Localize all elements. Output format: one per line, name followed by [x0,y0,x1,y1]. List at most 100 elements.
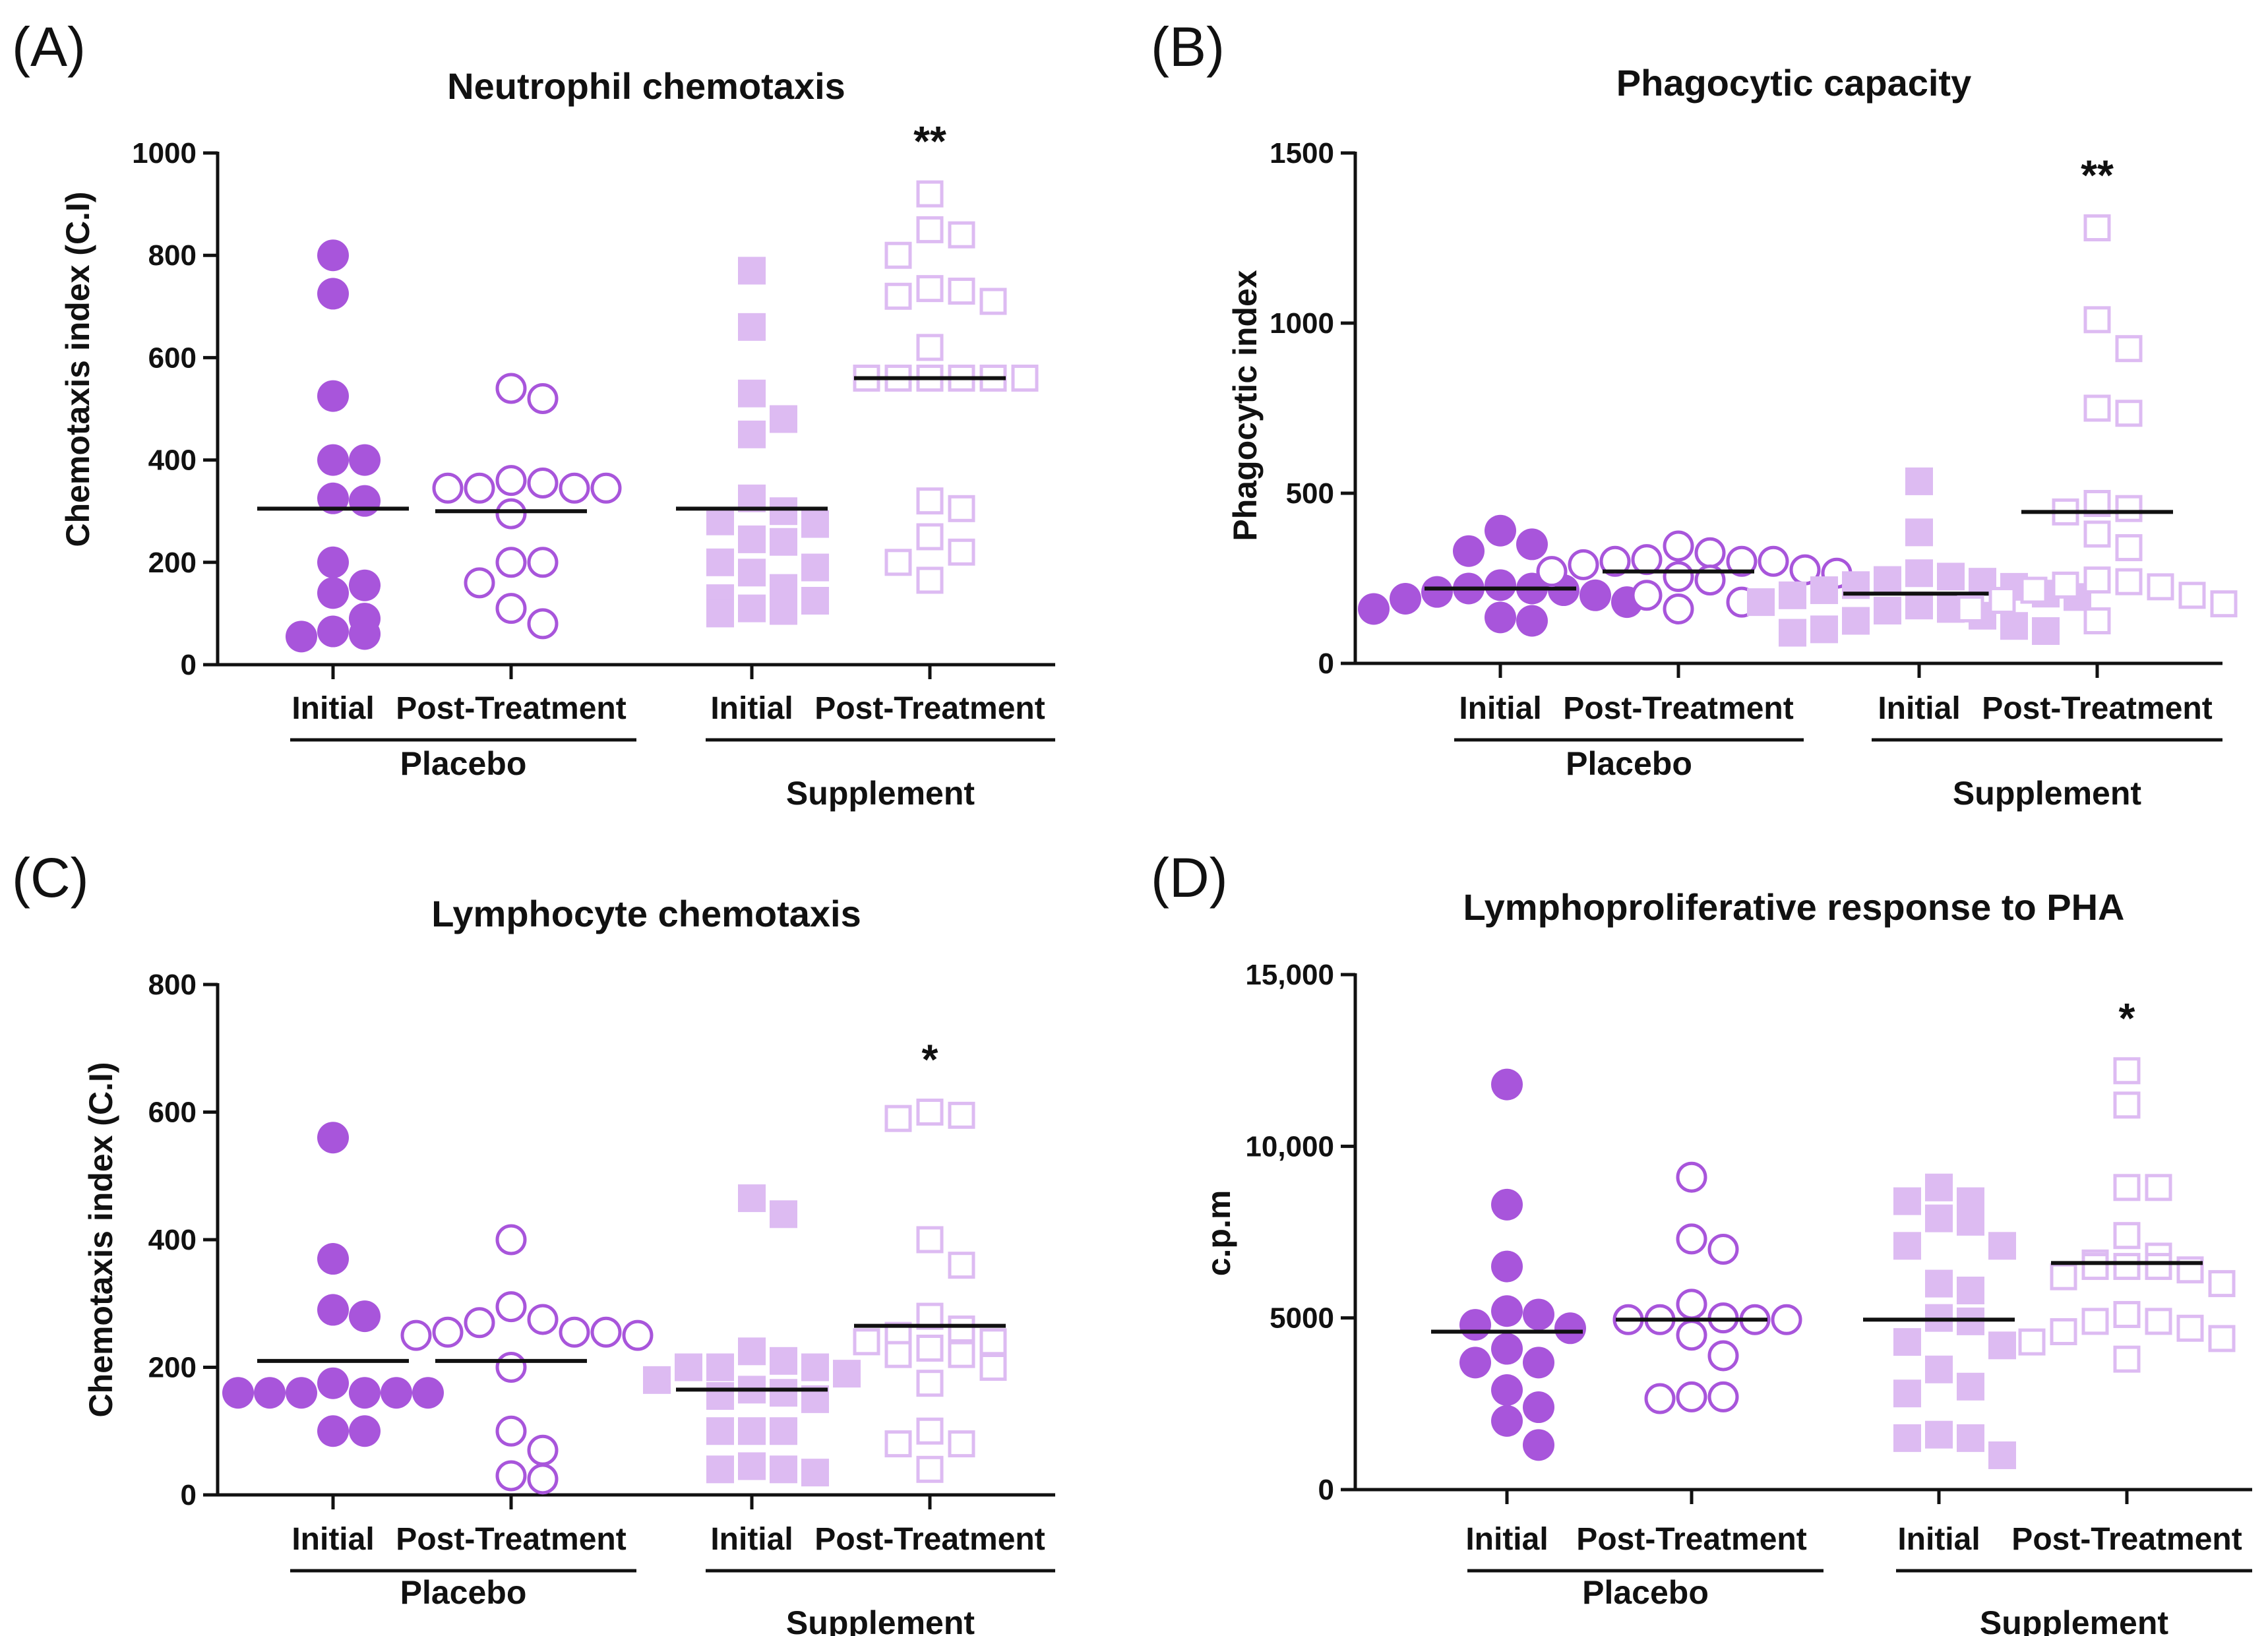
data-point [495,373,527,404]
x-category-label: Initial [291,1522,374,1557]
data-point [1599,545,1631,577]
data-point [2115,568,2143,595]
data-point [738,313,766,341]
data-point [1925,1420,1953,1449]
data-point [559,1316,590,1348]
y-tick-label: 1000 [132,137,197,169]
data-point [948,278,975,305]
data-point [527,468,559,499]
y-tick-label: 500 [1286,477,1334,510]
y-tick-label: 15,000 [1245,959,1334,991]
series-placebo-post-treatment [1536,530,1853,624]
x-category-label: Post-Treatment [396,1522,626,1557]
data-point [527,547,559,578]
panel-c: (C) Lymphocyte chemotaxis Chemotaxis index… [12,847,1055,1636]
data-point [770,528,797,556]
data-point [495,1291,527,1323]
data-point [400,1319,432,1351]
data-point [2113,1222,2141,1250]
data-point [286,1377,317,1409]
data-point [622,1319,654,1351]
y-axis-label: Phagocytic index [1227,270,1264,541]
group-label: Placebo [400,745,527,782]
data-point [2083,607,2111,634]
data-point [2083,394,2111,422]
data-point [527,1304,559,1335]
data-point [801,1459,829,1487]
x-category-label: Initial [710,1522,793,1557]
data-point [916,1099,944,1126]
data-point [916,523,944,551]
data-point [738,257,766,285]
data-point [2145,1253,2172,1281]
x-category-label: Post-Treatment [814,1522,1045,1557]
data-point [1663,530,1694,562]
y-axis-label: c.p.m [1200,1190,1237,1277]
series-placebo-post-treatment [400,1224,654,1495]
data-point [738,1184,766,1213]
data-point [738,420,766,448]
x-category-label: Initial [1897,1522,1980,1557]
data-point [2000,612,2028,640]
group-label: Supplement [1953,775,2141,812]
data-point [495,1352,527,1383]
y-tick-label: 400 [148,444,197,477]
data-point [948,538,975,566]
data-point [801,510,829,538]
data-point [2113,1174,2141,1201]
data-point [884,1105,912,1132]
chart-title: Lymphoproliferative response to PHA [1463,886,2125,928]
data-point [381,1377,412,1409]
group-label: Placebo [400,1574,527,1611]
data-point [1523,1298,1554,1331]
y-tick-label: 800 [148,969,197,1001]
data-point [884,1341,912,1368]
data-point [1491,1374,1523,1407]
data-point [1485,569,1516,601]
data-point [2020,576,2048,604]
significance-marker: * [2119,994,2135,1042]
data-point [317,380,349,412]
group-label: Supplement [1980,1604,2168,1636]
panel-letter: (B) [1151,16,1225,78]
data-point [916,334,944,361]
data-point [948,1101,975,1129]
data-point [706,1417,734,1445]
data-point [1905,559,1933,588]
data-point [1421,576,1453,608]
data-point [527,1434,559,1466]
data-point [1905,518,1933,547]
data-point [317,546,349,578]
data-point [1957,595,1984,622]
data-point [349,1300,381,1333]
significance-marker: ** [2081,152,2114,199]
panel-b: (B) Phagocytic capacity Phagocytic index 0 5… [1151,16,2238,812]
data-point [495,465,527,497]
significance-marker: ** [913,117,946,165]
series-placebo-initial [222,1122,444,1447]
data-point [1453,535,1485,567]
data-point [2032,617,2060,645]
group-label: Placebo [1582,1574,1709,1611]
data-point [770,1379,797,1407]
series-supplement-initial [676,257,829,628]
data-point [1937,562,1965,591]
data-point [948,1252,975,1279]
data-point [412,1377,444,1409]
y-tick-label: 1500 [1270,137,1334,169]
panel-letter: (A) [12,16,86,78]
data-point [2050,1263,2077,1290]
data-point [770,405,797,433]
x-category-label: Post-Treatment [1982,691,2212,726]
data-point [1957,1277,1984,1305]
series-supplement-post-treatment [2018,1057,2236,1373]
data-point [1874,566,1901,594]
data-point [801,1353,829,1381]
data-point [1893,1379,1921,1408]
panel-d: (D) Lymphoproliferative response to PHA c.… [1151,847,2252,1636]
data-point [349,444,381,476]
data-point [2145,1174,2172,1201]
data-point [738,1337,766,1366]
y-tick-label: 200 [148,547,197,579]
